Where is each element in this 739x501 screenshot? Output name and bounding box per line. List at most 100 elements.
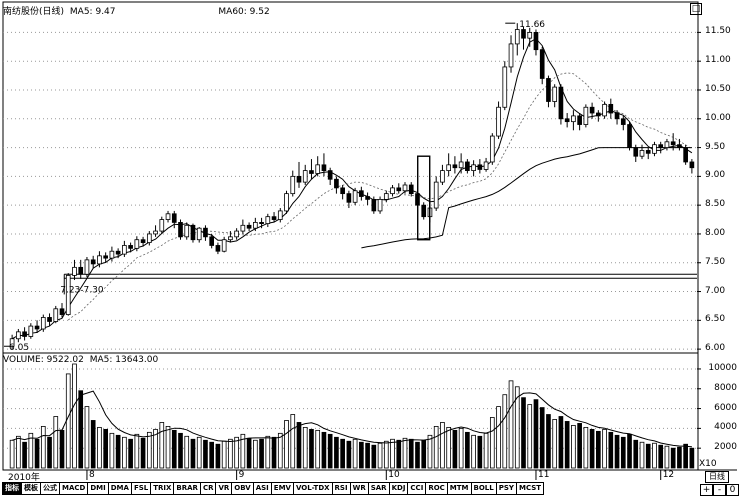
candle-up bbox=[433, 181, 439, 209]
price-panel-frame bbox=[2, 1, 699, 354]
volume-bar-up bbox=[583, 426, 589, 469]
window-button[interactable]: 0 bbox=[726, 484, 739, 496]
candle-up bbox=[16, 331, 21, 340]
candle-down bbox=[577, 115, 582, 125]
stock-title: 南纺股份(日线) bbox=[3, 7, 65, 17]
candle-up bbox=[253, 222, 258, 229]
high-label: 11.66 bbox=[519, 20, 545, 30]
volume-bar-down bbox=[546, 414, 551, 469]
candle-down bbox=[309, 170, 314, 174]
ma60-value: 9.52 bbox=[249, 7, 270, 17]
volume-bar-up bbox=[433, 425, 439, 469]
candle-down bbox=[645, 150, 651, 154]
tab-boll[interactable]: BOLL bbox=[470, 482, 497, 495]
tab-brar[interactable]: BRAR bbox=[173, 482, 201, 495]
window-button[interactable]: + bbox=[700, 484, 713, 496]
tab-roc[interactable]: ROC bbox=[425, 482, 448, 495]
candle-up bbox=[134, 239, 140, 249]
volume-tick-label: 10000 bbox=[708, 362, 737, 373]
tab-mtm[interactable]: MTM bbox=[446, 482, 472, 495]
volume-tick-label: 2000 bbox=[714, 442, 737, 453]
tab-obv[interactable]: OBV bbox=[231, 482, 254, 495]
tab-wr[interactable]: WR bbox=[349, 482, 369, 495]
tab-模板[interactable]: 模板 bbox=[21, 482, 41, 495]
tab-vol-tdx[interactable]: VOL-TDX bbox=[292, 482, 333, 495]
ma60-line bbox=[361, 147, 692, 249]
volume-bar-down bbox=[90, 420, 96, 469]
volume-bar-down bbox=[608, 431, 614, 469]
volume-bar-up bbox=[109, 432, 115, 469]
candle-up bbox=[664, 141, 670, 148]
tab-sar[interactable]: SAR bbox=[367, 482, 390, 495]
volume-bar-down bbox=[677, 446, 682, 469]
tab-mcst[interactable]: MCST bbox=[515, 482, 545, 495]
candle-down bbox=[271, 216, 277, 220]
volume-bar-up bbox=[471, 434, 476, 469]
candle-down bbox=[546, 78, 551, 102]
volume-bar-up bbox=[65, 373, 71, 469]
volume-bar-up bbox=[122, 436, 127, 469]
candle-down bbox=[59, 308, 65, 315]
volume-bar-up bbox=[165, 425, 171, 469]
candle-down bbox=[203, 227, 208, 238]
tab-kdj[interactable]: KDJ bbox=[388, 482, 409, 495]
candle-down bbox=[34, 325, 40, 330]
volume-bar-down bbox=[371, 444, 377, 469]
volume-bar-down bbox=[215, 443, 221, 469]
volume-tick-label: 6000 bbox=[714, 402, 737, 413]
tab-macd[interactable]: MACD bbox=[59, 482, 89, 495]
candle-down bbox=[533, 31, 539, 51]
candle-down bbox=[327, 170, 333, 180]
tab-公式[interactable]: 公式 bbox=[40, 482, 60, 495]
tab-emv[interactable]: EMV bbox=[270, 482, 294, 495]
price-tick-label: 8.50 bbox=[705, 199, 726, 210]
volume-bar-down bbox=[128, 438, 133, 469]
candle-up bbox=[440, 170, 445, 183]
volume-bar-down bbox=[209, 441, 215, 469]
volume-header: VOLUME: 9522.02 MA5: 13643.00 bbox=[3, 355, 158, 365]
candle-up bbox=[196, 227, 202, 241]
volume-bar-up bbox=[265, 435, 271, 469]
candle-down bbox=[259, 222, 264, 224]
volume-unit: X10 bbox=[699, 459, 717, 469]
volume-bar-up bbox=[514, 386, 520, 469]
tab-指标[interactable]: 指标 bbox=[2, 482, 22, 495]
tab-vr[interactable]: VR bbox=[215, 482, 233, 495]
candle-up bbox=[109, 250, 115, 259]
candle-up bbox=[602, 103, 607, 117]
candle-down bbox=[22, 331, 27, 337]
tab-cci[interactable]: CCI bbox=[407, 482, 427, 495]
candle-down bbox=[359, 190, 364, 197]
volume-bar-down bbox=[171, 429, 177, 469]
volume-bar-down bbox=[309, 428, 314, 469]
tab-rsi[interactable]: RSI bbox=[331, 482, 351, 495]
tab-cr[interactable]: CR bbox=[199, 482, 217, 495]
tab-dma[interactable]: DMA bbox=[107, 482, 132, 495]
candle-up bbox=[28, 325, 34, 337]
tab-psy[interactable]: PSY bbox=[495, 482, 517, 495]
volume-bar-down bbox=[203, 439, 208, 469]
tab-fsl[interactable]: FSL bbox=[130, 482, 152, 495]
candle-up bbox=[377, 198, 383, 212]
price-tick-label: 6.00 bbox=[705, 343, 726, 354]
volume-bar-up bbox=[146, 431, 152, 469]
volume-bar-down bbox=[190, 438, 196, 469]
candle-down bbox=[564, 118, 570, 123]
volume-bar-down bbox=[408, 438, 414, 469]
volume-bar-up bbox=[228, 438, 233, 469]
candle-up bbox=[483, 161, 489, 170]
volume-tick-label: 4000 bbox=[714, 422, 737, 433]
candle-up bbox=[72, 266, 77, 276]
tab-trix[interactable]: TRIX bbox=[150, 482, 175, 495]
tab-asi[interactable]: ASI bbox=[252, 482, 272, 495]
candle-up bbox=[165, 213, 171, 220]
period-label[interactable]: 日线 bbox=[705, 471, 729, 483]
tab-dmi[interactable]: DMI bbox=[87, 482, 109, 495]
expand-icon[interactable]: □ bbox=[690, 3, 702, 15]
candle-down bbox=[608, 103, 614, 114]
window-button[interactable]: - bbox=[713, 484, 726, 496]
volume-bar-up bbox=[277, 432, 283, 469]
candle-up bbox=[514, 29, 520, 45]
candle-down bbox=[408, 184, 414, 195]
